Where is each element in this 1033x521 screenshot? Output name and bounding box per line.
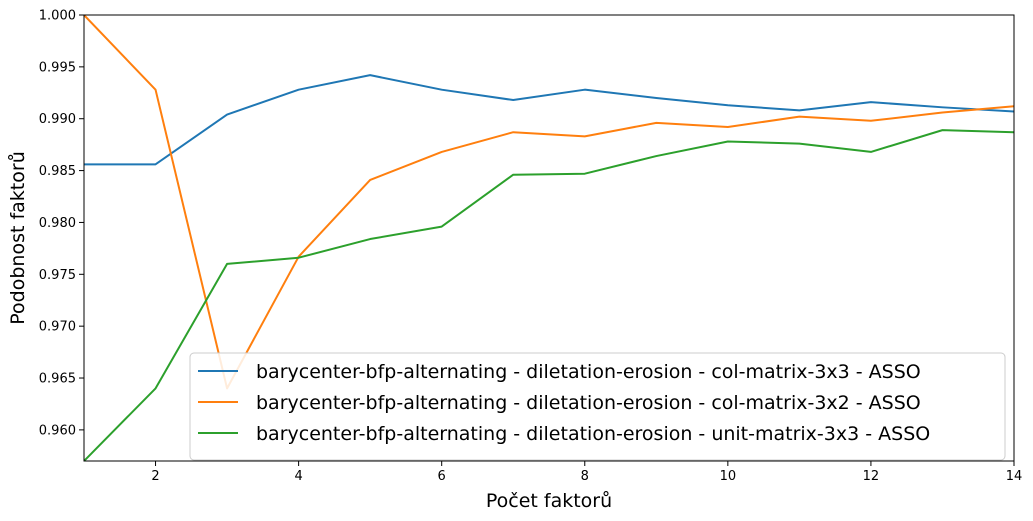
- series-line-1: [84, 74, 1014, 166]
- legend: barycenter-bfp-alternating - diletation-…: [189, 352, 1006, 461]
- legend-box: [189, 352, 1006, 461]
- x-tick-label: 8: [581, 469, 589, 484]
- x-tick-label: 10: [720, 469, 737, 484]
- x-tick-label: 4: [294, 469, 302, 484]
- y-tick-label: 0.960: [39, 423, 76, 438]
- y-tick-label: 0.995: [39, 60, 76, 75]
- series-line-3: [84, 129, 1014, 461]
- plot-frame: [83, 14, 1015, 462]
- x-tick-label: 12: [863, 469, 880, 484]
- legend-label: barycenter-bfp-alternating - diletation-…: [256, 361, 921, 383]
- y-axis-label: Podobnost faktorů: [7, 151, 29, 324]
- y-tick-label: 0.975: [39, 268, 76, 283]
- legend-label: barycenter-bfp-alternating - diletation-…: [256, 392, 921, 414]
- x-tick-label: 6: [438, 469, 446, 484]
- y-tick-label: 0.980: [39, 216, 76, 231]
- y-axis-ticks: 0.960 0.965 0.970 0.975 0.980 0.985 0.990 0.995…: [39, 9, 84, 438]
- y-tick-label: 0.990: [39, 112, 76, 127]
- series-line-2: [84, 15, 1014, 390]
- y-tick-label: 0.985: [39, 164, 76, 179]
- x-tick-label: 14: [1006, 469, 1023, 484]
- x-tick-label: 2: [151, 469, 159, 484]
- x-axis-ticks: 2 4 6 8 10 12 14: [151, 461, 1022, 484]
- y-tick-label: 0.965: [39, 372, 76, 387]
- y-tick-label: 0.970: [39, 320, 76, 335]
- legend-label: barycenter-bfp-alternating - diletation-…: [256, 423, 930, 445]
- y-tick-label: 1.000: [39, 9, 76, 24]
- x-axis-label: Počet faktorů: [486, 490, 612, 512]
